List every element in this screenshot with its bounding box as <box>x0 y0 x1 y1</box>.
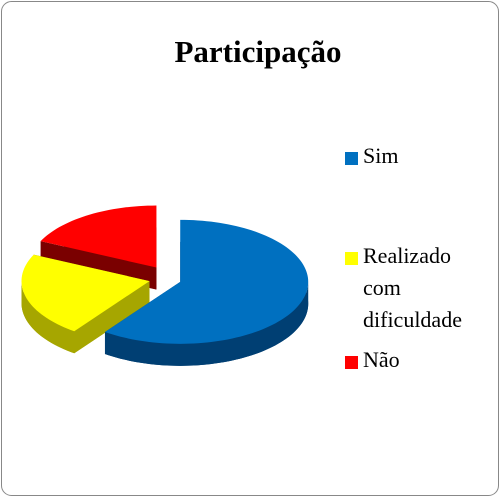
slice-edge <box>74 281 150 354</box>
slice <box>21 254 150 354</box>
legend-swatch <box>345 356 358 369</box>
slice-top <box>21 254 150 332</box>
legend-label-line: dificuldade <box>363 307 462 332</box>
legend-label-line: Realizado <box>363 243 456 268</box>
legend-swatch <box>345 152 358 165</box>
legend-label: Sim <box>363 143 398 168</box>
legend-label: Não <box>363 347 400 372</box>
slice-top <box>104 219 309 344</box>
legend-label-line: com <box>363 275 406 300</box>
slice-top <box>40 205 157 268</box>
legend-label: Realizado com dificuldade <box>363 243 462 332</box>
chart-title: Participação <box>174 34 341 69</box>
slice-side <box>104 281 309 366</box>
legend-swatch <box>345 252 358 265</box>
slice <box>104 219 309 366</box>
slice-side <box>21 281 75 354</box>
